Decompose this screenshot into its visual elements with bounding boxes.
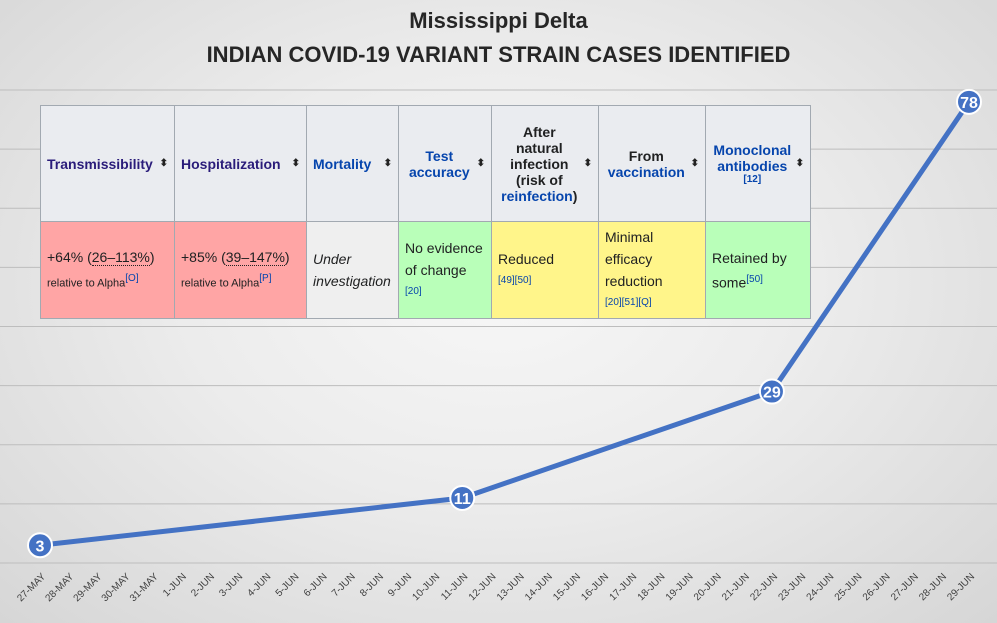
- x-tick-label: 5-JUN: [274, 571, 302, 599]
- x-tick-label: 10-JUN: [410, 571, 442, 603]
- header-from-vaccination[interactable]: From vaccination ⬍: [598, 105, 706, 222]
- data-point-marker: [956, 88, 982, 115]
- x-tick-label: 23-JUN: [776, 571, 808, 603]
- x-tick-label: 24-JUN: [805, 571, 837, 603]
- x-tick-label: 17-JUN: [608, 571, 640, 603]
- x-tick-label: 16-JUN: [579, 571, 611, 603]
- x-tick-label: 28-MAY: [43, 571, 76, 604]
- x-tick-label: 30-MAY: [100, 571, 133, 604]
- chart-title: Mississippi Delta: [409, 8, 588, 33]
- vaccination-link[interactable]: vaccination: [607, 163, 685, 180]
- header-test-accuracy[interactable]: Test accuracy ⬍: [398, 105, 492, 222]
- x-tick-label: 8-JUN: [358, 571, 386, 599]
- data-label: 29: [763, 385, 781, 402]
- reference-link[interactable]: [O]: [125, 272, 139, 284]
- x-tick-label: 4-JUN: [246, 571, 274, 599]
- variant-info-table: Transmissibility ⬍ Hospitalization ⬍ Morta…: [40, 105, 811, 319]
- data-point-marker: [449, 484, 476, 511]
- series-line: [39, 100, 972, 548]
- x-tick-label: 6-JUN: [302, 571, 330, 599]
- sort-icon[interactable]: ⬍: [583, 158, 592, 169]
- data-label: 11: [454, 491, 471, 508]
- x-tick-label: 29-MAY: [72, 571, 105, 604]
- x-tick-label: 31-MAY: [128, 571, 161, 604]
- cell-hospitalization: +85% (39–147%) relative to Alpha[P]: [174, 221, 307, 319]
- x-tick-label: 27-JUN: [889, 571, 921, 603]
- x-tick-label: 29-JUN: [945, 571, 977, 603]
- sort-icon[interactable]: ⬍: [476, 158, 485, 169]
- sort-icon[interactable]: ⬍: [690, 158, 699, 169]
- cell-test-accuracy: No evidence of change [20]: [398, 221, 492, 319]
- x-tick-label: 25-JUN: [833, 571, 865, 603]
- sort-icon[interactable]: ⬍: [291, 158, 300, 169]
- x-tick-label: 22-JUN: [748, 571, 780, 603]
- reference-link[interactable]: [50]: [746, 273, 763, 285]
- header-transmissibility[interactable]: Transmissibility ⬍: [40, 105, 175, 222]
- data-point-marker: [758, 378, 785, 405]
- data-label: 3: [36, 538, 45, 555]
- x-tick-label: 11-JUN: [439, 571, 470, 602]
- x-tick-label: 1-JUN: [161, 571, 189, 599]
- header-mortality[interactable]: Mortality ⬍: [306, 105, 399, 222]
- x-tick-label: 26-JUN: [861, 571, 893, 603]
- header-after-natural-infection[interactable]: After natural infection (risk of reinfec…: [491, 105, 599, 222]
- x-tick-label: 19-JUN: [664, 571, 696, 603]
- x-tick-label: 12-JUN: [467, 571, 499, 603]
- x-tick-label: 3-JUN: [217, 571, 245, 599]
- x-tick-label: 18-JUN: [636, 571, 668, 603]
- reference-link[interactable]: [P]: [259, 272, 272, 284]
- x-tick-label: 14-JUN: [523, 571, 555, 603]
- x-tick-label: 28-JUN: [917, 571, 949, 603]
- sort-icon[interactable]: ⬍: [795, 158, 804, 169]
- x-tick-label: 7-JUN: [330, 571, 358, 599]
- reference-link[interactable]: [20][51][Q]: [605, 297, 652, 308]
- series-cases: 3 11 29 78: [27, 88, 982, 559]
- cell-vaccination: Minimal efficacy reduction [20][51][Q]: [598, 221, 706, 319]
- cell-monoclonal: Retained by some[50]: [705, 221, 811, 319]
- sort-icon[interactable]: ⬍: [159, 158, 168, 169]
- header-hospitalization[interactable]: Hospitalization ⬍: [174, 105, 307, 222]
- x-tick-label: 2-JUN: [189, 571, 217, 599]
- sort-icon[interactable]: ⬍: [383, 158, 392, 169]
- cell-mortality: Under investigation: [306, 221, 399, 319]
- cell-reinfection: Reduced [49][50]: [491, 221, 599, 319]
- x-tick-label: 21-JUN: [720, 571, 752, 603]
- x-tick-label: 15-JUN: [551, 571, 583, 603]
- cell-transmissibility: +64% (26–113%) relative to Alpha[O]: [40, 221, 175, 319]
- x-tick-label: 13-JUN: [495, 571, 527, 603]
- data-label: 78: [960, 95, 978, 112]
- reference-link[interactable]: [12]: [743, 174, 762, 185]
- table-header-row: Transmissibility ⬍ Hospitalization ⬍ Morta…: [40, 105, 811, 222]
- reference-link[interactable]: [49][50]: [498, 275, 532, 286]
- x-tick-label: 20-JUN: [692, 571, 724, 603]
- chart-subtitle: INDIAN COVID-19 VARIANT STRAIN CASES IDE…: [206, 42, 791, 67]
- table-row: +64% (26–113%) relative to Alpha[O] +85%…: [40, 221, 811, 319]
- x-tick-label: 27-MAY: [15, 571, 48, 604]
- reference-link[interactable]: [20]: [405, 286, 422, 297]
- header-monoclonal-antibodies[interactable]: Monoclonal antibodies [12] ⬍: [705, 105, 811, 222]
- data-point-marker: [27, 532, 53, 559]
- reinfection-link[interactable]: reinfection: [501, 187, 573, 204]
